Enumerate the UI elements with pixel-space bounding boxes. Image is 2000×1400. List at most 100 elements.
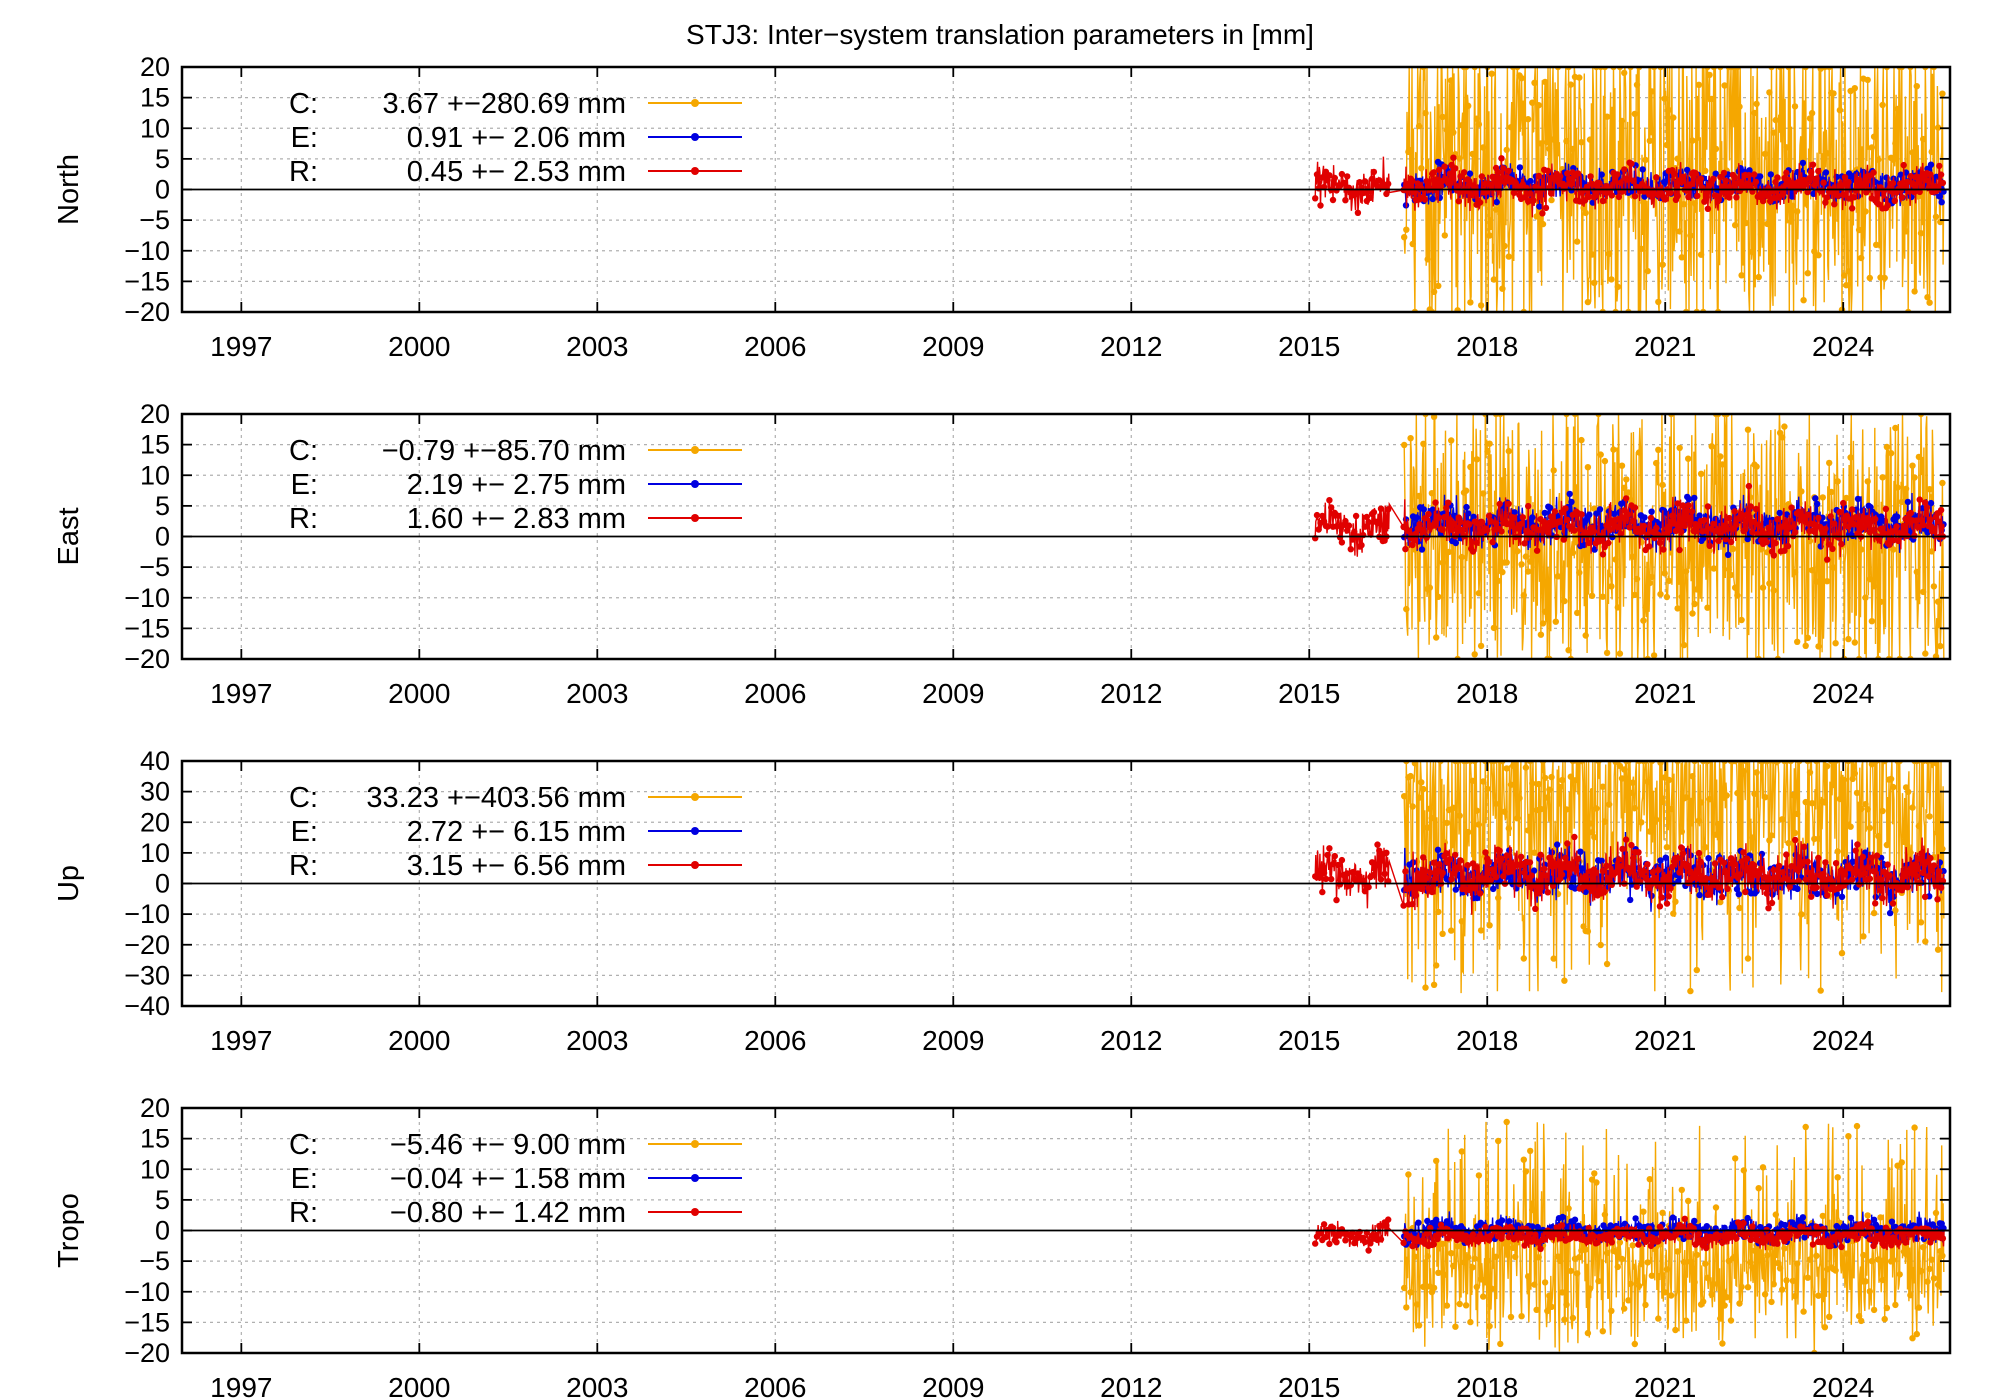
data-point-C [1738, 1283, 1745, 1291]
data-point-C [1505, 1238, 1513, 1246]
data-point-R [1432, 499, 1439, 506]
data-point-C [1794, 208, 1801, 215]
data-point-R [1886, 872, 1893, 879]
data-point-C [1813, 578, 1820, 585]
data-point-R [1662, 196, 1669, 203]
data-point-C [1864, 478, 1871, 485]
data-point-R [1500, 165, 1507, 172]
data-point-R [1352, 512, 1360, 520]
data-point-C [1702, 167, 1709, 174]
data-point-C [1535, 102, 1542, 109]
data-point-C [1770, 1281, 1777, 1288]
x-tick-label: 2018 [1456, 1372, 1518, 1400]
data-point-R [1679, 502, 1687, 509]
data-point-C [1603, 1249, 1611, 1257]
data-point-C [1740, 1167, 1748, 1174]
data-point-C [1749, 834, 1756, 841]
data-point-C [1691, 200, 1698, 207]
data-point-R [1841, 174, 1849, 181]
data-point-R [1434, 176, 1441, 184]
data-point-C [1608, 1307, 1615, 1315]
data-point-E [1799, 159, 1807, 167]
data-point-R [1494, 169, 1502, 176]
data-point-C [1934, 1281, 1942, 1289]
data-point-C [1917, 919, 1925, 926]
data-point-R [1838, 182, 1845, 189]
data-point-R [1847, 865, 1854, 872]
x-tick-label: 2009 [922, 678, 984, 709]
data-point-R [1866, 875, 1874, 882]
data-point-C [1821, 799, 1829, 806]
data-point-R [1921, 499, 1929, 506]
data-point-R [1537, 851, 1544, 858]
data-point-C [1717, 1315, 1724, 1322]
data-point-C [1937, 642, 1944, 650]
data-point-C [1454, 1243, 1461, 1250]
data-point-C [1729, 1254, 1737, 1262]
legend-marker-R [691, 861, 699, 869]
data-point-R [1573, 867, 1580, 874]
data-point-C [1753, 463, 1760, 470]
data-point-R [1738, 858, 1746, 865]
data-point-R [1615, 193, 1623, 201]
data-point-C [1529, 553, 1536, 560]
data-point-C [1518, 1313, 1525, 1320]
data-point-C [1631, 804, 1639, 812]
data-point-C [1541, 608, 1549, 615]
legend-value-R: −0.80 +− 1.42 mm [390, 1197, 626, 1229]
data-point-R [1743, 511, 1751, 518]
grid-east [182, 414, 1950, 659]
y-tick-label: −5 [139, 205, 170, 235]
data-point-C [1488, 1285, 1495, 1292]
data-point-C [1424, 1253, 1431, 1260]
data-point-C [1843, 282, 1850, 289]
data-point-R [1476, 199, 1484, 206]
data-point-R [1850, 194, 1858, 201]
data-point-C [1663, 844, 1671, 851]
data-point-R [1864, 1218, 1872, 1226]
data-point-R [1441, 513, 1448, 521]
data-point-C [1537, 140, 1545, 147]
data-point-C [1531, 849, 1538, 856]
data-point-C [1749, 1264, 1756, 1271]
data-point-R [1603, 862, 1610, 869]
data-point-R [1916, 496, 1923, 503]
data-point-E [1894, 513, 1901, 520]
data-point-C [1862, 594, 1869, 601]
data-point-C [1458, 122, 1466, 129]
data-point-R [1921, 893, 1929, 900]
data-point-R [1824, 892, 1831, 899]
data-point-R [1432, 874, 1439, 882]
x-tick-label: 1997 [210, 1372, 272, 1400]
y-tick-label: 10 [140, 838, 170, 868]
data-point-C [1841, 776, 1848, 783]
data-point-R [1315, 185, 1322, 192]
data-point-C [1529, 1206, 1536, 1214]
data-point-R [1430, 522, 1438, 529]
data-point-R [1864, 864, 1872, 871]
data-point-C [1633, 575, 1641, 583]
data-point-R [1763, 890, 1770, 897]
data-point-C [1430, 981, 1438, 988]
data-point-R [1608, 192, 1616, 199]
data-point-R [1590, 194, 1598, 201]
data-point-R [1599, 867, 1607, 875]
data-point-C [1422, 109, 1429, 117]
data-point-R [1354, 209, 1362, 216]
data-point-C [1890, 546, 1897, 553]
data-point-R [1466, 886, 1473, 894]
data-point-C [1452, 1323, 1459, 1330]
data-point-C [1892, 1301, 1899, 1309]
legend-tropo: C: −5.46 +− 9.00 mmE: −0.04 +− 1.58 mmR: −0… [289, 1129, 742, 1229]
data-point-R [1653, 524, 1660, 532]
data-point-R [1578, 511, 1585, 518]
data-point-R [1326, 845, 1333, 852]
data-point-R [1740, 849, 1747, 856]
data-point-C [1789, 791, 1797, 799]
data-point-R [1811, 181, 1818, 189]
data-point-C [1473, 115, 1481, 122]
data-point-R [1704, 205, 1712, 212]
data-point-R [1507, 521, 1514, 528]
data-point-C [1930, 1275, 1938, 1282]
data-point-C [1539, 220, 1547, 228]
